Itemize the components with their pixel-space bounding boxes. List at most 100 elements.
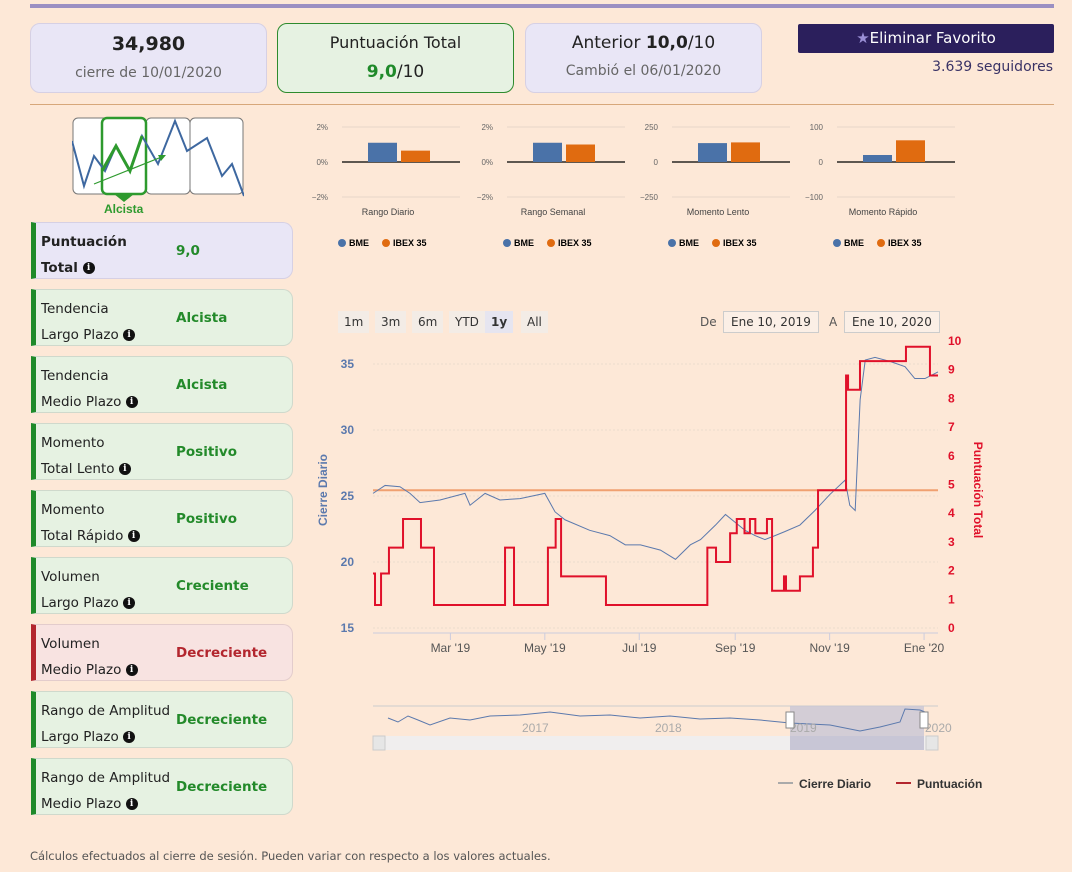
x-axis-label: Mar '19	[431, 641, 471, 655]
score-denominator: /10	[396, 62, 425, 82]
axis-tick: 2%	[481, 123, 493, 132]
indicator-card: Rango de Amplitud Medio Plazo i Decrecient…	[31, 758, 293, 815]
remove-favorite-button[interactable]: ★Eliminar Favorito	[798, 24, 1054, 53]
navigator-year: 2019	[790, 721, 817, 735]
divider	[30, 104, 1054, 105]
indicator-card: Volumen Medio Plazo i Decreciente	[31, 624, 293, 681]
indicator-value: Decreciente	[176, 712, 268, 728]
range-button-ytd[interactable]: YTD	[449, 311, 485, 333]
indicator-label: Tendencia	[41, 368, 109, 384]
axis-tick: 250	[645, 123, 659, 132]
navigator-year: 2018	[655, 721, 682, 735]
indicator-value: 9,0	[176, 243, 200, 259]
range-button-3m[interactable]: 3m	[375, 311, 407, 333]
indicator-value: Positivo	[176, 444, 237, 460]
bar-bme	[698, 143, 727, 162]
score-card: Puntuación Total 9,0/10	[277, 23, 514, 93]
legend-marker	[547, 239, 555, 247]
right-axis-tick: 7	[948, 420, 955, 434]
indicator-sublabel: Medio Plazo	[41, 796, 122, 812]
trend-label: Alcista	[104, 202, 144, 216]
legend-label: IBEX 35	[393, 238, 427, 248]
indicator-card: Momento Total Lento i Positivo	[31, 423, 293, 480]
indicator-label: Volumen	[41, 636, 100, 652]
legend-marker	[338, 239, 346, 247]
indicator-value: Positivo	[176, 511, 237, 527]
legend-marker	[503, 239, 511, 247]
legend-label: BME	[679, 238, 699, 248]
mini-bar-charts: 2% 0% −2% Rango Diario BME IBEX 35 2% 0% −2% Rang…	[312, 123, 955, 248]
legend-marker	[382, 239, 390, 247]
trend-diagram	[72, 116, 244, 202]
price-date: cierre de 10/01/2020	[75, 65, 222, 81]
changed-date: Cambió el 06/01/2020	[565, 63, 722, 79]
legend-label: IBEX 35	[558, 238, 592, 248]
right-axis-tick: 8	[948, 391, 955, 405]
indicator-sublabel: Total	[41, 260, 78, 276]
indicator-sublabel: Largo Plazo	[41, 327, 119, 343]
info-icon[interactable]: i	[118, 463, 131, 475]
right-axis-tick: 4	[948, 506, 955, 520]
remove-favorite-label: Eliminar Favorito	[869, 29, 996, 47]
axis-tick: 0%	[316, 158, 328, 167]
left-axis-tick: 20	[341, 555, 355, 569]
axis-tick: 2%	[316, 123, 328, 132]
star-icon: ★	[856, 29, 870, 47]
indicator-label: Volumen	[41, 569, 100, 585]
info-icon[interactable]: i	[125, 396, 138, 408]
range-button-1y[interactable]: 1y	[485, 311, 514, 333]
footer-note: Cálculos efectuados al cierre de sesión.…	[30, 849, 551, 863]
right-axis-tick: 6	[948, 449, 955, 463]
left-axis-tick: 35	[341, 357, 355, 371]
indicator-sublabel: Total Rápido	[41, 528, 124, 544]
bar-ibex-35	[896, 140, 925, 162]
date-from-input[interactable]: Ene 10, 2019	[723, 311, 819, 333]
previous-denominator: /10	[687, 33, 716, 53]
legend-label: BME	[844, 238, 864, 248]
range-button-6m[interactable]: 6m	[412, 311, 444, 333]
x-axis-label: Nov '19	[809, 641, 850, 655]
date-to-input[interactable]: Ene 10, 2020	[844, 311, 940, 333]
navigator-series	[387, 708, 926, 732]
indicator-card: Volumen Largo Plazo i Creciente	[31, 557, 293, 614]
left-axis-tick: 25	[341, 489, 355, 503]
axis-tick: −2%	[312, 193, 328, 202]
info-icon[interactable]: i	[125, 664, 138, 676]
info-icon[interactable]: i	[123, 597, 136, 609]
x-axis-label: Jul '19	[622, 641, 657, 655]
bar-bme	[533, 142, 562, 162]
right-axis-tick: 2	[948, 564, 955, 578]
legend-close: Cierre Diario	[799, 777, 871, 791]
indicator-card: Rango de Amplitud Largo Plazo i Decrecient…	[31, 691, 293, 748]
right-axis-tick: 9	[948, 363, 955, 377]
navigator-scrollbar-thumb	[790, 736, 924, 750]
left-axis-tick: 30	[341, 423, 355, 437]
navigator-year: 2017	[522, 721, 549, 735]
info-icon[interactable]: i	[123, 731, 136, 743]
info-icon[interactable]: i	[82, 262, 95, 274]
mini-chart-title: Momento Rápido	[849, 207, 918, 217]
legend-marker	[712, 239, 720, 247]
range-button-all[interactable]: All	[521, 311, 548, 333]
info-icon[interactable]: i	[127, 530, 140, 542]
navigator-handle	[919, 711, 929, 729]
info-icon[interactable]: i	[123, 329, 136, 341]
axis-tick: 0%	[481, 158, 493, 167]
legend-label: BME	[514, 238, 534, 248]
legend-marker	[668, 239, 676, 247]
indicator-card: Tendencia Medio Plazo i Alcista	[31, 356, 293, 413]
axis-tick: 100	[810, 123, 824, 132]
info-icon[interactable]: i	[125, 798, 138, 810]
right-axis-tick: 0	[948, 621, 955, 635]
legend-score: Puntuación	[917, 777, 982, 791]
legend-label: IBEX 35	[888, 238, 922, 248]
indicator-card: Puntuación Total i 9,0	[31, 222, 293, 279]
previous-score: 10,0	[645, 33, 688, 53]
left-axis-tick: 15	[341, 621, 355, 635]
range-button-1m[interactable]: 1m	[338, 311, 370, 333]
indicator-sublabel: Medio Plazo	[41, 394, 122, 410]
indicator-label: Momento	[41, 502, 105, 518]
indicator-label: Tendencia	[41, 301, 109, 317]
right-axis-tick: 10	[948, 334, 962, 348]
indicator-label: Momento	[41, 435, 105, 451]
